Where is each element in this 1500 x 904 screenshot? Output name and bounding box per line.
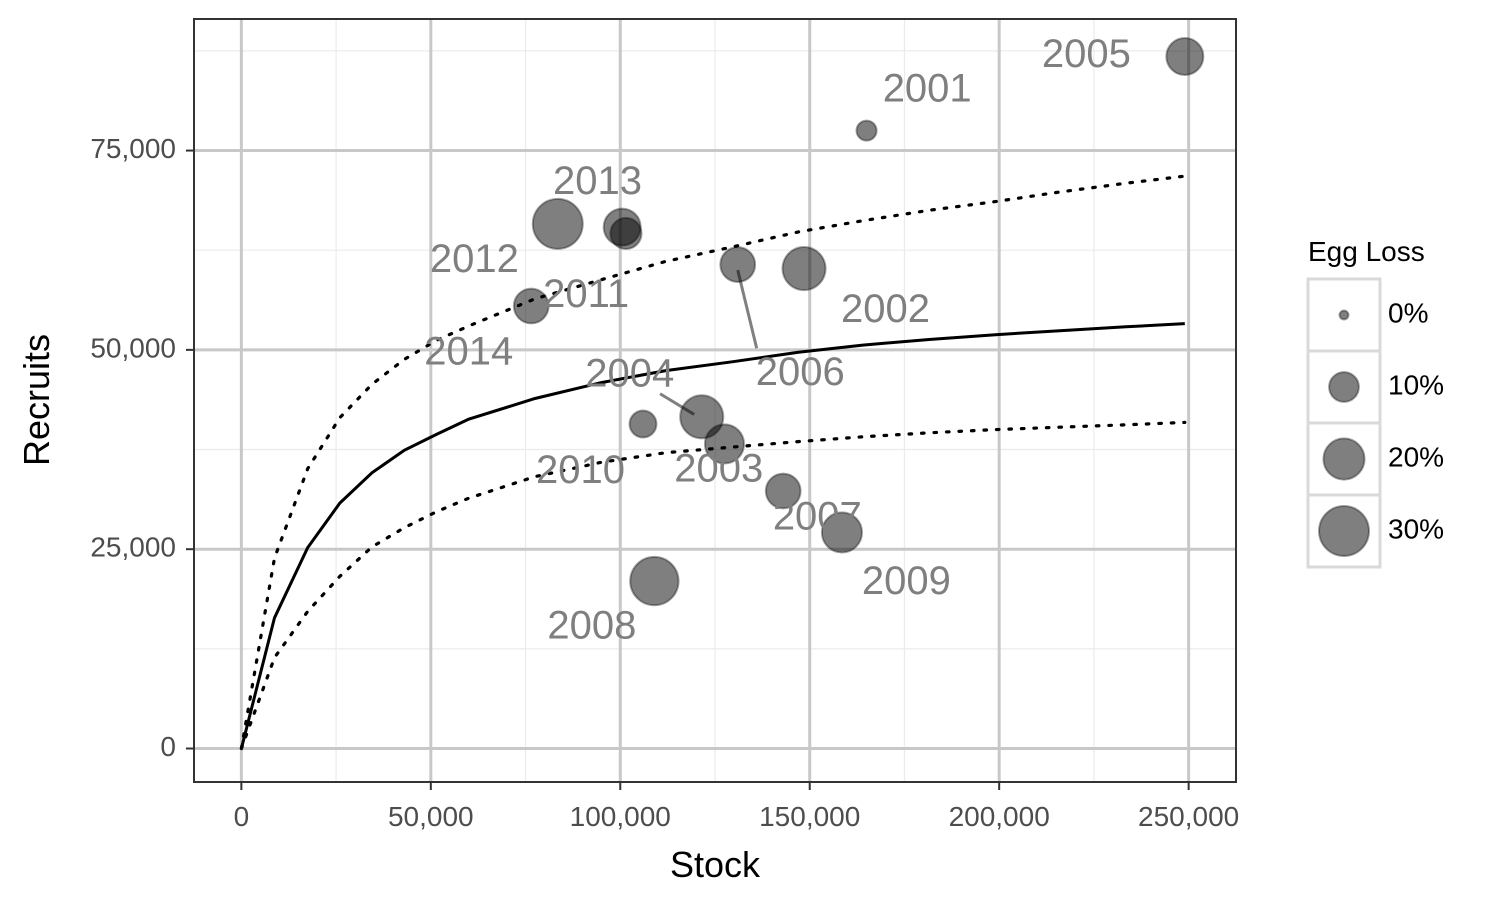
curves: [239, 174, 1187, 751]
x-tick-label: 150,000: [759, 801, 860, 832]
curve-lower: [239, 420, 1187, 751]
year-label-2013: 2013: [553, 159, 642, 203]
year-label-2010: 2010: [536, 448, 625, 492]
y-tick-label: 75,000: [90, 133, 176, 164]
point-2007: [764, 472, 802, 510]
year-label-2004: 2004: [585, 352, 674, 396]
legend: Egg Loss 0% 10% 20% 30%: [1306, 236, 1444, 569]
point-2006: [719, 246, 757, 283]
x-tick-label: 0: [234, 801, 250, 832]
y-tick-label: 50,000: [90, 332, 176, 363]
major-gridlines: [194, 19, 1236, 782]
legend-label: 30%: [1388, 513, 1444, 544]
legend-key-point: [1322, 437, 1366, 481]
point-2013: [602, 207, 642, 247]
legend-label: 0%: [1388, 297, 1428, 328]
legend-key-point: [1338, 309, 1350, 321]
legend-label: 20%: [1388, 441, 1444, 472]
point-2005: [1165, 36, 1205, 76]
year-label-2003: 2003: [674, 447, 763, 491]
legend-key-point: [1318, 505, 1370, 557]
x-tick-label: 250,000: [1138, 801, 1239, 832]
point-2012: [512, 287, 550, 325]
year-label-2011: 2011: [543, 272, 629, 316]
year-label-2012: 2012: [430, 237, 519, 281]
point-2002: [781, 246, 827, 292]
y-axis-ticks: 0 25,000 50,000 75,000: [90, 133, 194, 762]
point-2003: [703, 423, 746, 465]
point-2004: [679, 394, 725, 440]
y-tick-label: 0: [160, 731, 176, 762]
year-labels: 2001 2002 2003 2004 2005 2006 2007 2008 2009 2010…: [424, 32, 1131, 648]
x-axis-ticks: 0 50,000 100,000 150,000 200,000 250,000: [234, 782, 1239, 832]
y-tick-label: 25,000: [90, 532, 176, 563]
point-2001: [855, 119, 878, 142]
year-label-2008: 2008: [547, 604, 636, 648]
curve-upper: [239, 174, 1187, 751]
y-axis-title: Recruits: [16, 334, 57, 466]
year-label-2002: 2002: [841, 287, 930, 331]
legend-label: 10%: [1388, 369, 1444, 400]
year-label-2006: 2006: [756, 350, 845, 394]
leader-line: [736, 269, 759, 349]
year-label-2001: 2001: [883, 66, 972, 110]
x-tick-label: 100,000: [570, 801, 671, 832]
point-2010: [628, 409, 658, 439]
year-label-2014: 2014: [424, 329, 513, 373]
legend-title: Egg Loss: [1308, 236, 1425, 267]
year-label-2007: 2007: [773, 494, 862, 538]
data-points: [512, 36, 1205, 607]
legend-keys: 0% 10% 20% 30%: [1306, 277, 1444, 569]
year-label-2009: 2009: [862, 559, 951, 603]
x-axis-title: Stock: [670, 844, 761, 885]
point-2009: [820, 511, 864, 554]
point-2008: [629, 555, 680, 607]
x-tick-label: 50,000: [388, 801, 474, 832]
plot-panel-border: [193, 18, 1237, 783]
curve-fit: [239, 322, 1185, 749]
legend-key-point: [1328, 371, 1360, 403]
x-tick-label: 200,000: [949, 801, 1050, 832]
point-2013: [531, 197, 584, 250]
year-label-2005: 2005: [1042, 32, 1131, 76]
